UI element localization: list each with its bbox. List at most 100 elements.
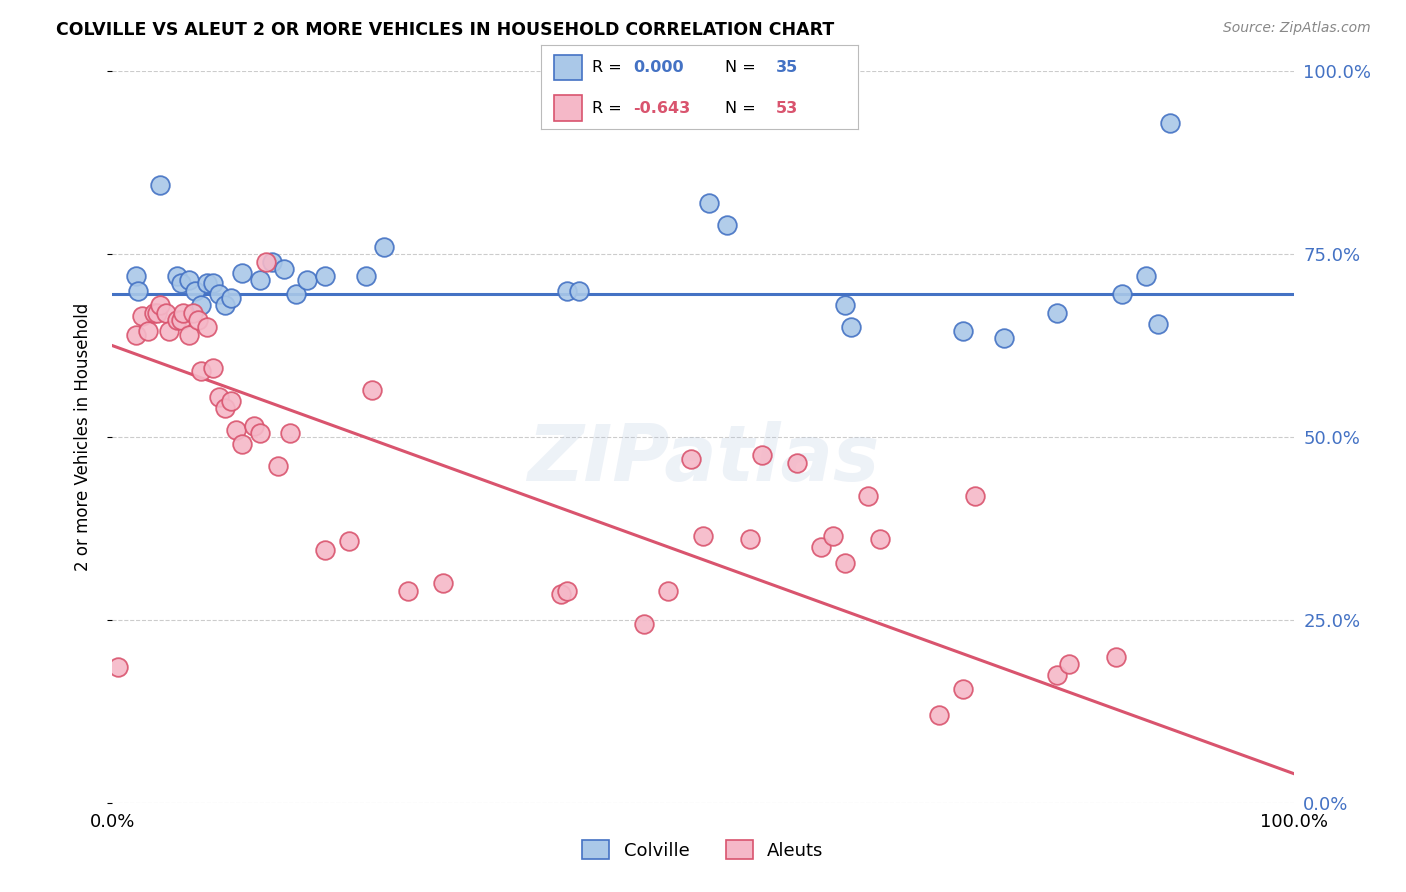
Point xyxy=(231,266,253,280)
Text: R =: R = xyxy=(592,60,627,75)
Point xyxy=(834,556,856,570)
Point xyxy=(1159,115,1181,129)
Point xyxy=(858,489,880,503)
Point xyxy=(107,660,129,674)
Text: -0.643: -0.643 xyxy=(633,101,690,116)
Point xyxy=(142,306,165,320)
Point xyxy=(170,313,193,327)
Text: R =: R = xyxy=(592,101,627,116)
Point xyxy=(1046,667,1069,681)
Point xyxy=(356,269,378,284)
Point xyxy=(834,298,856,312)
Point xyxy=(839,320,862,334)
Point xyxy=(692,529,714,543)
Point xyxy=(1105,649,1128,664)
Point xyxy=(633,616,655,631)
Text: COLVILLE VS ALEUT 2 OR MORE VEHICLES IN HOUSEHOLD CORRELATION CHART: COLVILLE VS ALEUT 2 OR MORE VEHICLES IN … xyxy=(56,21,835,38)
Point xyxy=(243,419,266,434)
Point xyxy=(201,360,224,375)
Point xyxy=(157,324,180,338)
Point xyxy=(697,196,720,211)
Text: 35: 35 xyxy=(776,60,797,75)
Point xyxy=(267,459,290,474)
Point xyxy=(1057,657,1080,671)
Point xyxy=(184,284,207,298)
Point xyxy=(146,306,169,320)
Point xyxy=(337,533,360,548)
Point xyxy=(195,320,218,334)
Point xyxy=(751,448,773,462)
Point xyxy=(179,273,201,287)
Text: N =: N = xyxy=(725,101,761,116)
Point xyxy=(125,327,148,342)
Point xyxy=(260,254,283,268)
Point xyxy=(127,284,149,298)
Point xyxy=(361,383,384,397)
Point xyxy=(550,587,572,601)
Point xyxy=(963,489,986,503)
Point xyxy=(657,583,679,598)
Point xyxy=(396,583,419,598)
Point xyxy=(952,682,974,697)
Text: ZIPatlas: ZIPatlas xyxy=(527,421,879,497)
Point xyxy=(195,277,218,291)
Point xyxy=(214,298,236,312)
Point xyxy=(149,178,172,192)
Point xyxy=(432,576,454,591)
Point xyxy=(810,540,832,554)
Point xyxy=(821,529,844,543)
Point xyxy=(214,401,236,415)
Point xyxy=(716,218,738,232)
Point xyxy=(170,277,193,291)
Point xyxy=(681,452,703,467)
Point xyxy=(225,423,247,437)
Point xyxy=(568,284,591,298)
Point xyxy=(278,426,301,441)
Point xyxy=(314,543,336,558)
Point xyxy=(1046,306,1069,320)
Point xyxy=(136,324,159,338)
Point xyxy=(373,240,395,254)
Point xyxy=(186,313,208,327)
Point xyxy=(786,456,808,470)
Point xyxy=(284,287,307,301)
Point xyxy=(172,306,194,320)
Point xyxy=(166,269,188,284)
Point xyxy=(155,306,177,320)
Bar xyxy=(554,95,582,120)
Point xyxy=(1135,269,1157,284)
Point xyxy=(254,254,277,268)
Point xyxy=(249,273,271,287)
Point xyxy=(208,287,231,301)
Y-axis label: 2 or more Vehicles in Household: 2 or more Vehicles in Household xyxy=(73,303,91,571)
Point xyxy=(179,327,201,342)
Point xyxy=(208,390,231,404)
Point xyxy=(181,306,204,320)
Point xyxy=(249,426,271,441)
Point xyxy=(993,331,1015,345)
Point xyxy=(231,437,253,451)
Point xyxy=(166,313,188,327)
Point xyxy=(1111,287,1133,301)
Point xyxy=(190,364,212,378)
Point xyxy=(131,310,153,324)
Text: 0.000: 0.000 xyxy=(633,60,683,75)
Point xyxy=(190,298,212,312)
Point xyxy=(149,298,172,312)
Point xyxy=(869,533,891,547)
Point xyxy=(928,708,950,723)
Legend: Colville, Aleuts: Colville, Aleuts xyxy=(575,833,831,867)
Point xyxy=(555,583,578,598)
Point xyxy=(1146,317,1168,331)
Text: Source: ZipAtlas.com: Source: ZipAtlas.com xyxy=(1223,21,1371,35)
Text: 53: 53 xyxy=(776,101,797,116)
Point xyxy=(201,277,224,291)
Point xyxy=(125,269,148,284)
Point xyxy=(555,284,578,298)
Point xyxy=(314,269,336,284)
Bar xyxy=(554,54,582,80)
Text: N =: N = xyxy=(725,60,761,75)
Point xyxy=(952,324,974,338)
Point xyxy=(740,533,762,547)
Point xyxy=(273,261,295,276)
